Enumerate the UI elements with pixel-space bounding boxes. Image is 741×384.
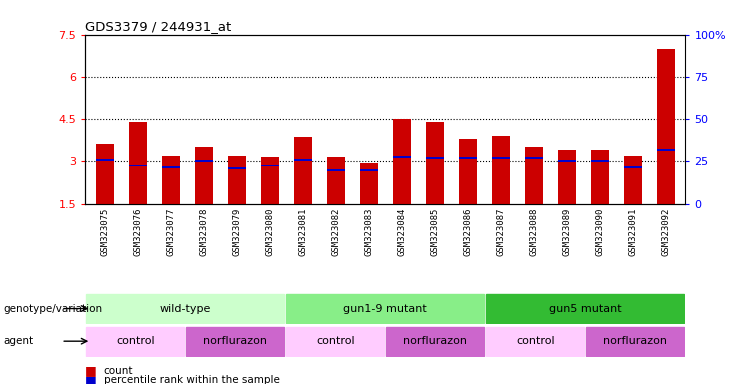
Text: GSM323076: GSM323076 <box>133 208 142 257</box>
Bar <box>492 136 510 204</box>
Text: genotype/variation: genotype/variation <box>4 303 103 314</box>
Bar <box>96 159 114 161</box>
Bar <box>459 139 477 204</box>
Bar <box>492 157 510 159</box>
Text: control: control <box>316 336 355 346</box>
Text: control: control <box>116 336 155 346</box>
Bar <box>657 49 675 204</box>
Text: GSM323085: GSM323085 <box>431 208 439 257</box>
Bar <box>386 326 485 356</box>
Text: GSM323080: GSM323080 <box>265 208 274 257</box>
Bar <box>525 157 543 159</box>
Text: GSM323084: GSM323084 <box>397 208 406 257</box>
Bar <box>162 166 180 168</box>
Text: gun1-9 mutant: gun1-9 mutant <box>343 303 428 314</box>
Bar <box>286 294 485 323</box>
Bar <box>96 144 114 204</box>
Bar <box>426 122 444 204</box>
Bar <box>360 169 378 171</box>
Text: GSM323086: GSM323086 <box>463 208 472 257</box>
Bar <box>162 156 180 204</box>
Text: GSM323079: GSM323079 <box>233 208 242 257</box>
Bar <box>393 156 411 158</box>
Bar <box>459 157 477 159</box>
Bar <box>129 164 147 167</box>
Text: GSM323087: GSM323087 <box>496 208 505 257</box>
Bar <box>261 164 279 167</box>
Text: count: count <box>104 366 133 376</box>
Bar <box>86 294 285 323</box>
Text: ■: ■ <box>85 364 97 377</box>
Bar <box>195 160 213 162</box>
Text: percentile rank within the sample: percentile rank within the sample <box>104 375 279 384</box>
Text: ■: ■ <box>85 374 97 384</box>
Bar <box>327 169 345 171</box>
Bar <box>624 166 642 168</box>
Bar <box>327 157 345 204</box>
Bar <box>129 122 147 204</box>
Text: GSM323083: GSM323083 <box>365 208 373 257</box>
Text: norflurazon: norflurazon <box>603 336 668 346</box>
Text: GSM323092: GSM323092 <box>661 208 670 257</box>
Bar <box>261 157 279 204</box>
Bar <box>586 326 685 356</box>
Text: control: control <box>516 336 555 346</box>
Text: norflurazon: norflurazon <box>403 336 468 346</box>
Text: GSM323089: GSM323089 <box>562 208 571 257</box>
Bar <box>525 147 543 204</box>
Bar <box>558 150 576 204</box>
Bar <box>227 156 246 204</box>
Bar <box>657 149 675 151</box>
Text: GSM323090: GSM323090 <box>595 208 604 257</box>
Bar <box>86 326 185 356</box>
Text: GSM323088: GSM323088 <box>529 208 538 257</box>
Bar <box>227 167 246 169</box>
Text: GSM323082: GSM323082 <box>331 208 340 257</box>
Text: GSM323081: GSM323081 <box>299 208 308 257</box>
Text: GSM323077: GSM323077 <box>167 208 176 257</box>
Bar <box>591 150 609 204</box>
Bar <box>426 157 444 159</box>
Bar <box>360 163 378 204</box>
Bar <box>624 156 642 204</box>
Text: agent: agent <box>4 336 34 346</box>
Bar <box>286 326 385 356</box>
Text: gun5 mutant: gun5 mutant <box>549 303 622 314</box>
Text: wild-type: wild-type <box>159 303 211 314</box>
Bar <box>293 159 312 161</box>
Bar <box>486 326 585 356</box>
Text: GSM323078: GSM323078 <box>199 208 208 257</box>
Text: GSM323075: GSM323075 <box>101 208 110 257</box>
Text: norflurazon: norflurazon <box>203 336 268 346</box>
Bar <box>186 326 285 356</box>
Bar <box>393 119 411 204</box>
Bar <box>591 160 609 162</box>
Text: GSM323091: GSM323091 <box>628 208 637 257</box>
Bar <box>293 137 312 204</box>
Bar <box>486 294 685 323</box>
Bar <box>558 160 576 162</box>
Text: GDS3379 / 244931_at: GDS3379 / 244931_at <box>85 20 231 33</box>
Bar <box>195 147 213 204</box>
